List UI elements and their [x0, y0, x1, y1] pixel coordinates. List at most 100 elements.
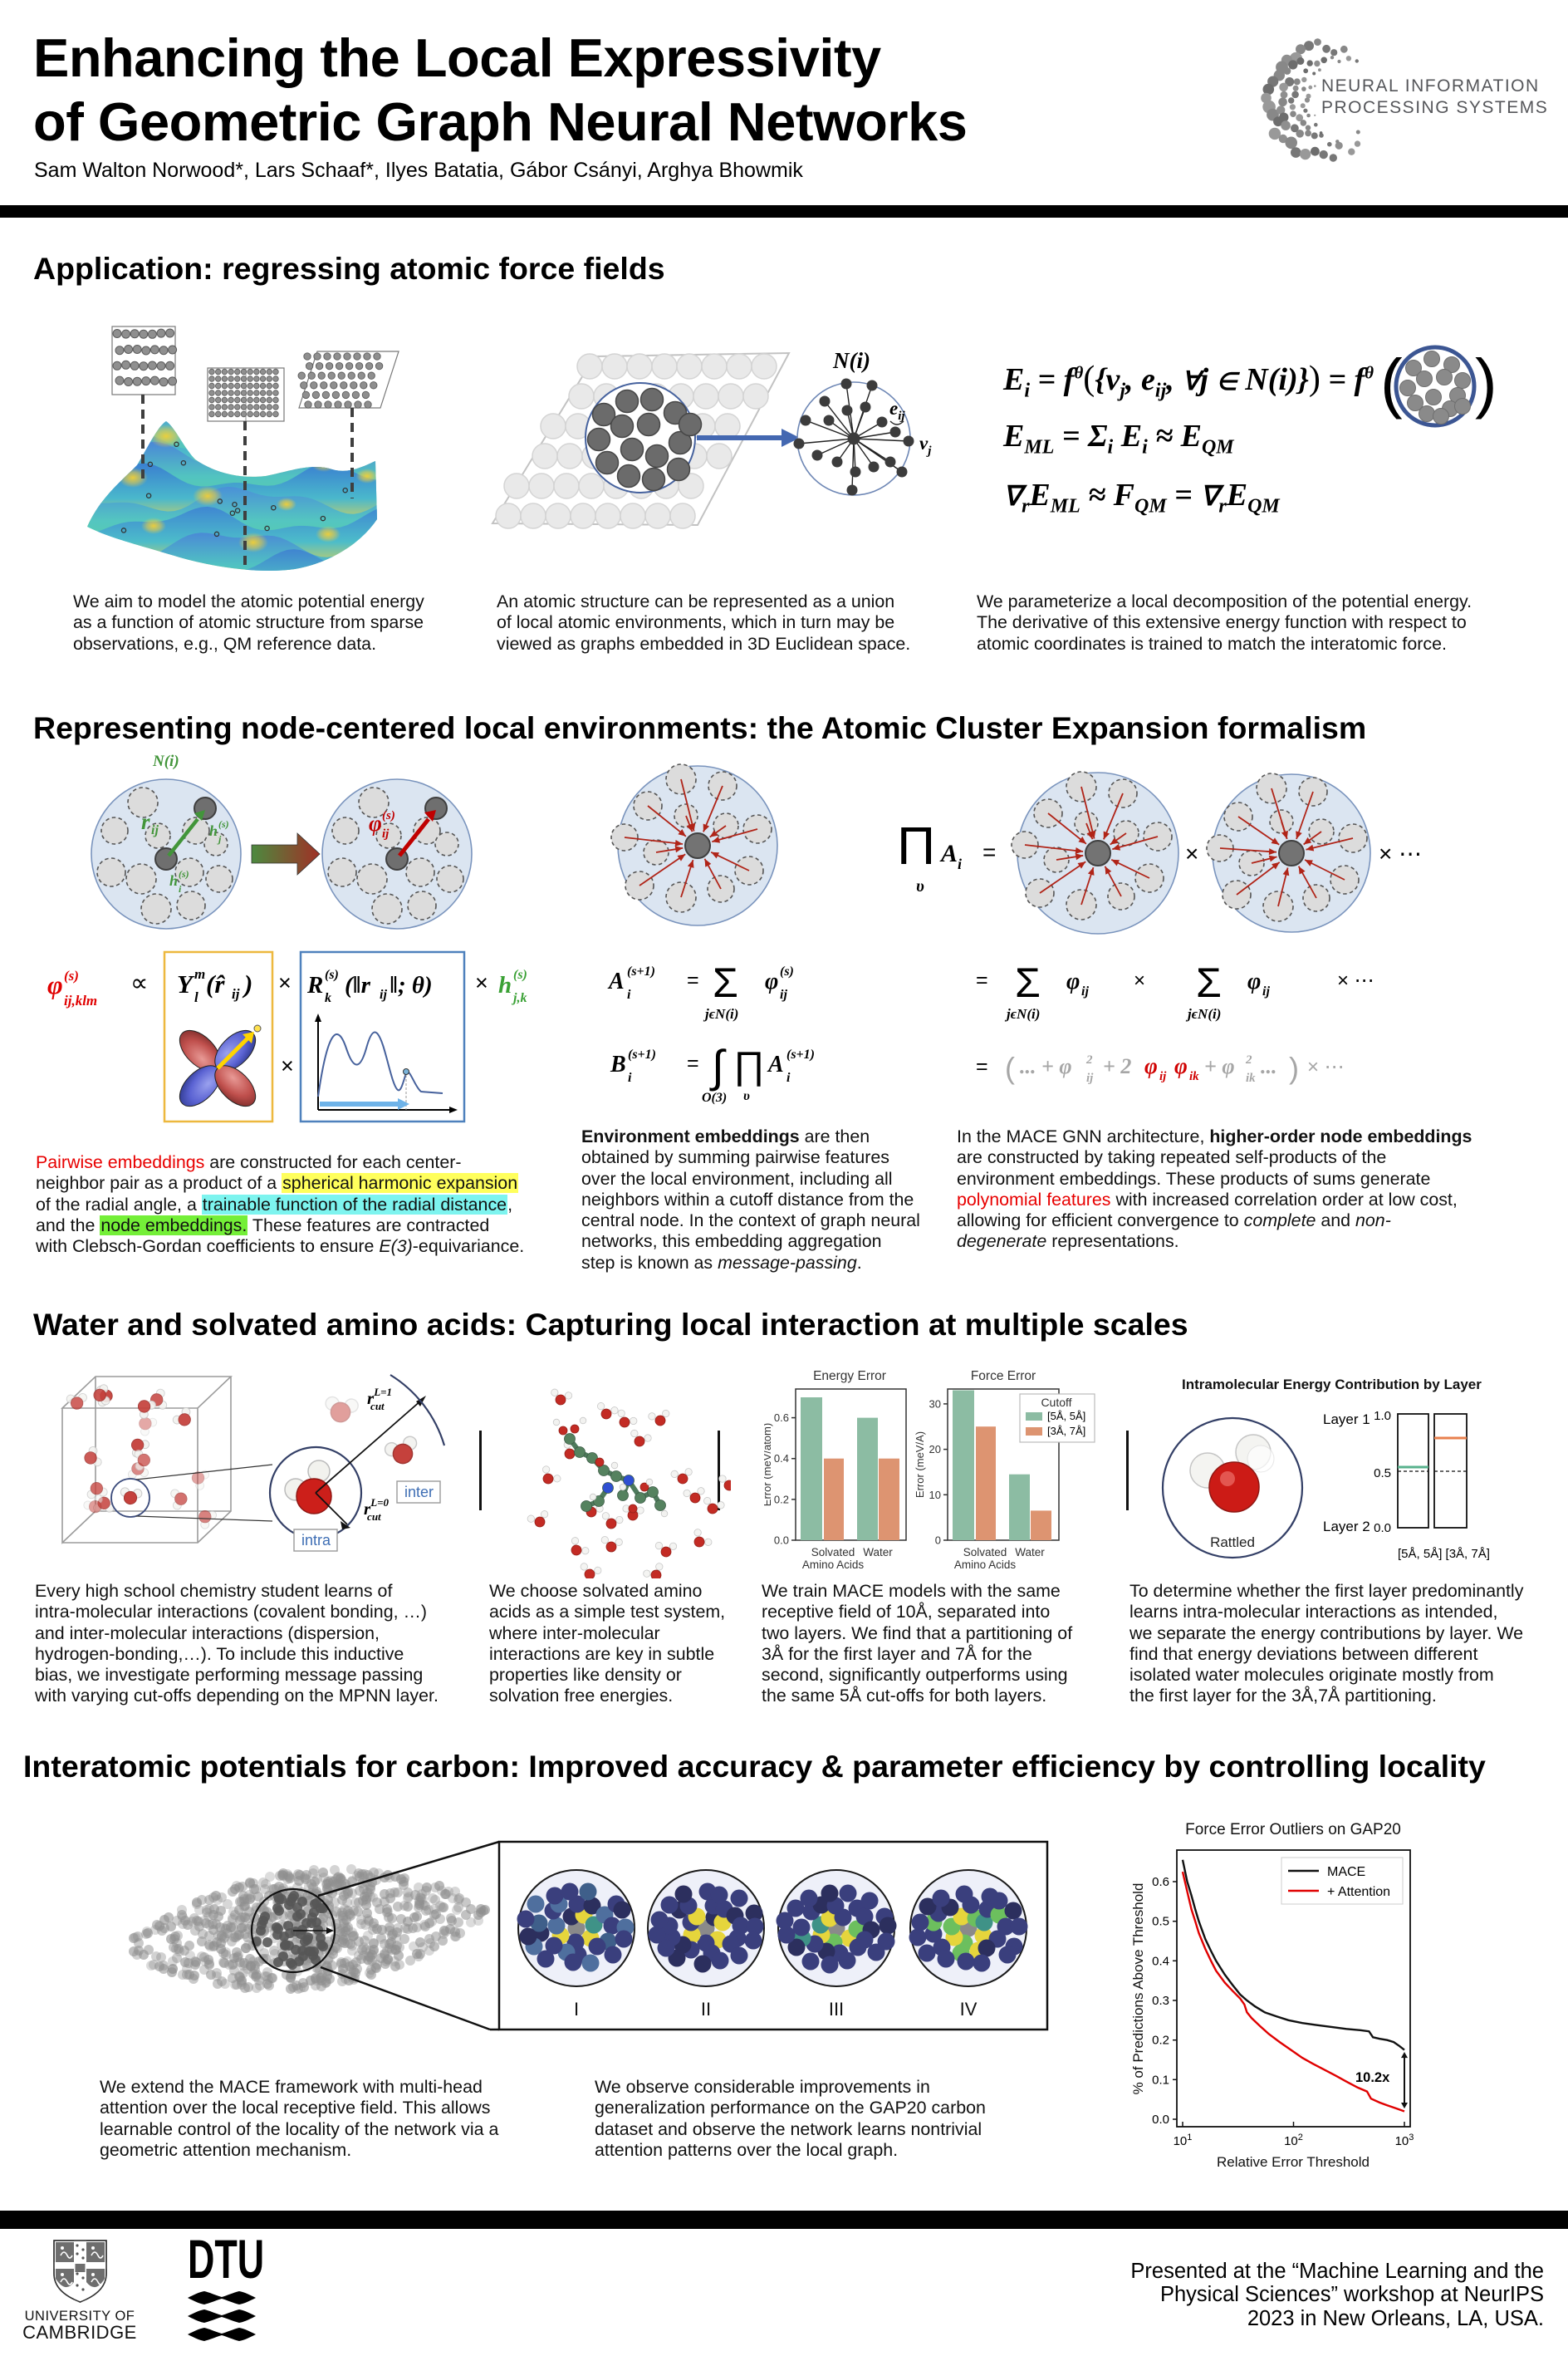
svg-text:2: 2 [1085, 1053, 1093, 1067]
svg-text:30: 30 [929, 1397, 941, 1410]
svg-text:PROCESSING SYSTEMS: PROCESSING SYSTEMS [1321, 98, 1548, 117]
svg-text:Σ: Σ [1015, 960, 1041, 1006]
svg-text:l: l [194, 989, 198, 1005]
svg-text:IV: IV [960, 1999, 978, 2020]
svg-text:[5Å, 5Å] [3Å, 7Å]: [5Å, 5Å] [3Å, 7Å] [1398, 1547, 1490, 1561]
svg-text:jϵN(i): jϵN(i) [1004, 1006, 1040, 1022]
svg-text:i: i [786, 1071, 791, 1085]
svg-text:φ: φ [1144, 1053, 1158, 1078]
svg-text:0.2: 0.2 [774, 1493, 789, 1505]
svg-text:× ⋯: × ⋯ [1307, 1056, 1345, 1078]
svg-text:R: R [306, 972, 323, 999]
svg-text:II: II [701, 1999, 711, 2020]
svg-text:O(3): O(3) [702, 1091, 727, 1105]
svg-text:0.3: 0.3 [1152, 1994, 1169, 2008]
svg-text:× ⋯: × ⋯ [1379, 841, 1422, 866]
svg-text:j,k: j,k [511, 991, 527, 1005]
svg-text:0.4: 0.4 [1152, 1954, 1169, 1968]
svg-text:B: B [610, 1052, 626, 1077]
svg-text:j: j [217, 833, 222, 845]
svg-text:×: × [281, 1053, 294, 1078]
svg-text:Relative Error Threshold: Relative Error Threshold [1217, 2154, 1370, 2170]
svg-text:ij: ij [1159, 1070, 1167, 1083]
svg-text:): ) [1289, 1051, 1299, 1085]
svg-text:×: × [1185, 841, 1198, 866]
svg-text:UNIVERSITY OF: UNIVERSITY OF [25, 2309, 135, 2324]
svg-text:0.2: 0.2 [1152, 2034, 1169, 2048]
svg-text:+ φ: + φ [1204, 1054, 1235, 1078]
svg-text:0.0: 0.0 [774, 1534, 789, 1547]
svg-text:0.5: 0.5 [1374, 1466, 1391, 1480]
svg-text:(: ( [1005, 1051, 1015, 1085]
svg-text:0.6: 0.6 [774, 1411, 789, 1424]
svg-text:×: × [475, 970, 488, 995]
svg-text:N(i): N(i) [832, 348, 870, 373]
svg-text:∏: ∏ [733, 1043, 765, 1087]
svg-text:Layer 2: Layer 2 [1323, 1519, 1370, 1534]
svg-text:0.0: 0.0 [1374, 1521, 1391, 1535]
svg-text:0.4: 0.4 [774, 1452, 789, 1465]
svg-text:0.5: 0.5 [1152, 1915, 1169, 1929]
svg-text:φ: φ [765, 969, 778, 994]
svg-text:ij: ij [382, 827, 390, 841]
svg-text:(r̂: (r̂ [206, 969, 226, 999]
svg-text:Σ: Σ [713, 960, 738, 1006]
svg-text:i: i [627, 988, 631, 1002]
svg-text:CAMBRIDGE: CAMBRIDGE [22, 2322, 137, 2343]
svg-text:Y: Y [177, 969, 195, 999]
svg-text:[3Å, 7Å]: [3Å, 7Å] [1047, 1425, 1085, 1437]
svg-text:N(i): N(i) [152, 753, 179, 770]
svg-text:): ) [242, 969, 252, 999]
svg-text:υ: υ [916, 877, 924, 896]
svg-text:Force Error: Force Error [971, 1369, 1036, 1383]
svg-text:ij: ij [380, 988, 387, 1002]
svg-text:φ: φ [1247, 969, 1261, 994]
svg-text:Error (meV/A): Error (meV/A) [914, 1431, 926, 1498]
svg-text:Water: Water [863, 1546, 893, 1558]
svg-text:Energy Error: Energy Error [813, 1369, 886, 1383]
svg-text:NEURAL INFORMATION: NEURAL INFORMATION [1321, 76, 1540, 96]
svg-text:(s): (s) [513, 968, 527, 982]
svg-text:MACE: MACE [1327, 1865, 1365, 1879]
svg-text:Amino Acids: Amino Acids [802, 1558, 865, 1571]
svg-text:2: 2 [1245, 1053, 1252, 1067]
svg-text:ij: ij [1081, 984, 1089, 999]
svg-text:=: = [976, 969, 988, 992]
svg-text:(s): (s) [64, 968, 79, 984]
svg-text:103: 103 [1395, 2133, 1414, 2148]
svg-text:i: i [179, 883, 182, 895]
svg-text:υ: υ [743, 1089, 750, 1103]
svg-text:Solvated: Solvated [963, 1546, 1007, 1558]
svg-text:intra: intra [301, 1532, 331, 1549]
svg-text:1.0: 1.0 [1374, 1409, 1391, 1423]
svg-text:Cutoff: Cutoff [1041, 1396, 1071, 1409]
svg-text:ij,klm: ij,klm [64, 993, 97, 1009]
svg-text:ik: ik [1246, 1072, 1256, 1085]
svg-text:× ⋯: × ⋯ [1337, 969, 1374, 992]
svg-text:(s+1): (s+1) [628, 1048, 656, 1062]
svg-text:A: A [767, 1052, 784, 1077]
svg-text:ik: ik [1189, 1070, 1199, 1083]
svg-text:(s): (s) [780, 964, 794, 979]
svg-text:jϵN(i): jϵN(i) [1185, 1006, 1221, 1022]
svg-text:φ: φ [47, 969, 63, 999]
svg-text:∫: ∫ [709, 1042, 727, 1092]
svg-text:Layer 1: Layer 1 [1323, 1411, 1370, 1427]
svg-text:=: = [976, 1055, 988, 1078]
svg-text:0: 0 [935, 1534, 941, 1547]
svg-text:10: 10 [929, 1489, 941, 1501]
svg-text:0.6: 0.6 [1152, 1875, 1169, 1889]
svg-text:Σ: Σ [1196, 960, 1222, 1006]
svg-text:(s+1): (s+1) [627, 964, 655, 979]
svg-text:ij: ij [1086, 1072, 1094, 1085]
svg-text:jϵN(i): jϵN(i) [703, 1006, 738, 1022]
svg-text:+ 2: + 2 [1103, 1054, 1131, 1078]
svg-text:[5Å, 5Å]: [5Å, 5Å] [1047, 1410, 1085, 1422]
svg-text:ij: ij [151, 823, 159, 837]
svg-text:‖; θ): ‖; θ) [390, 972, 433, 999]
svg-text:h: h [169, 872, 178, 889]
svg-text:φ: φ [369, 811, 382, 836]
svg-text:A: A [607, 969, 625, 994]
svg-text:φ: φ [1066, 969, 1080, 994]
svg-text:101: 101 [1174, 2133, 1193, 2148]
